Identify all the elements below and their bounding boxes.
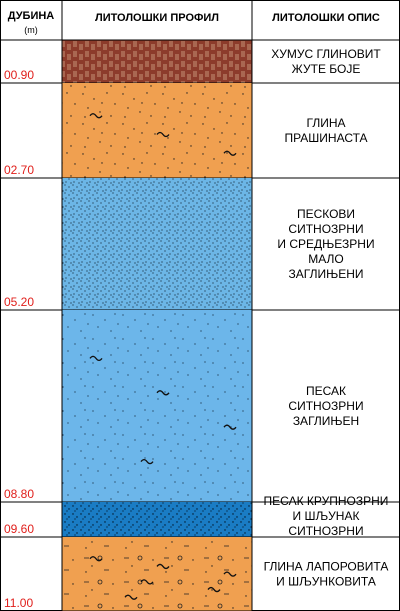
description-line: ГЛИНА ЛАПОРОВИТА (264, 560, 389, 574)
symbol (156, 131, 170, 138)
symbol (89, 113, 103, 119)
depth-label: 00.90 (4, 68, 34, 82)
description-line: ЖУТЕ БОЈЕ (292, 62, 361, 76)
depth-label: 09.60 (4, 522, 34, 536)
description-line: СИТНОЗРНИ (288, 222, 363, 236)
description-line: ЗАГЛИЊЕН (293, 414, 359, 428)
layer-fill (62, 83, 252, 178)
depth-label: 05.20 (4, 295, 34, 309)
layer-fill (62, 178, 252, 310)
description-line: ПРАШИНАСТА (284, 131, 367, 145)
symbol (140, 579, 154, 585)
header-description: ЛИТОЛОШКИ ОПИС (272, 12, 380, 24)
description-line: СИТНОЗРНИ (288, 399, 363, 413)
header-depth: ДУБИНА (8, 10, 55, 22)
description-line: И СРЕДЊЕЗРНИ (277, 237, 374, 251)
symbol (89, 355, 103, 362)
symbol (223, 150, 237, 156)
header-unit: (m) (24, 25, 38, 35)
layer-fill (62, 537, 252, 611)
depth-label: 02.70 (4, 163, 34, 177)
description-line: ПЕСКОВИ (297, 207, 355, 221)
description-line: СИТНОЗРНИ (288, 524, 363, 538)
header-profile: ЛИТОЛОШКИ ПРОФИЛ (95, 12, 219, 24)
description-line: МАЛО (308, 252, 343, 266)
symbol (89, 556, 103, 562)
description-line: ПЕСАК (306, 384, 346, 398)
layer-fill (62, 502, 252, 537)
symbol (140, 458, 154, 465)
symbol (124, 594, 138, 600)
description-line: И ШЉУНАК (293, 509, 360, 523)
symbol (223, 571, 237, 577)
description-line: ЗАГЛИЊЕНИ (289, 267, 364, 281)
layer-fill (62, 40, 252, 83)
symbol (156, 390, 170, 396)
layer-fill (62, 310, 252, 502)
description-line: ПЕСАК КРУПНОЗРНИ (264, 494, 389, 508)
depth-label: 11.00 (4, 596, 33, 610)
description-line: ХУМУС ГЛИНОВИТ (271, 47, 381, 61)
description-line: И ШЉУНКОВИТА (276, 575, 376, 589)
description-line: ГЛИНА (307, 116, 346, 130)
symbol (207, 586, 221, 593)
depth-label: 08.80 (4, 487, 34, 501)
symbol (156, 563, 170, 570)
symbol (223, 424, 237, 430)
